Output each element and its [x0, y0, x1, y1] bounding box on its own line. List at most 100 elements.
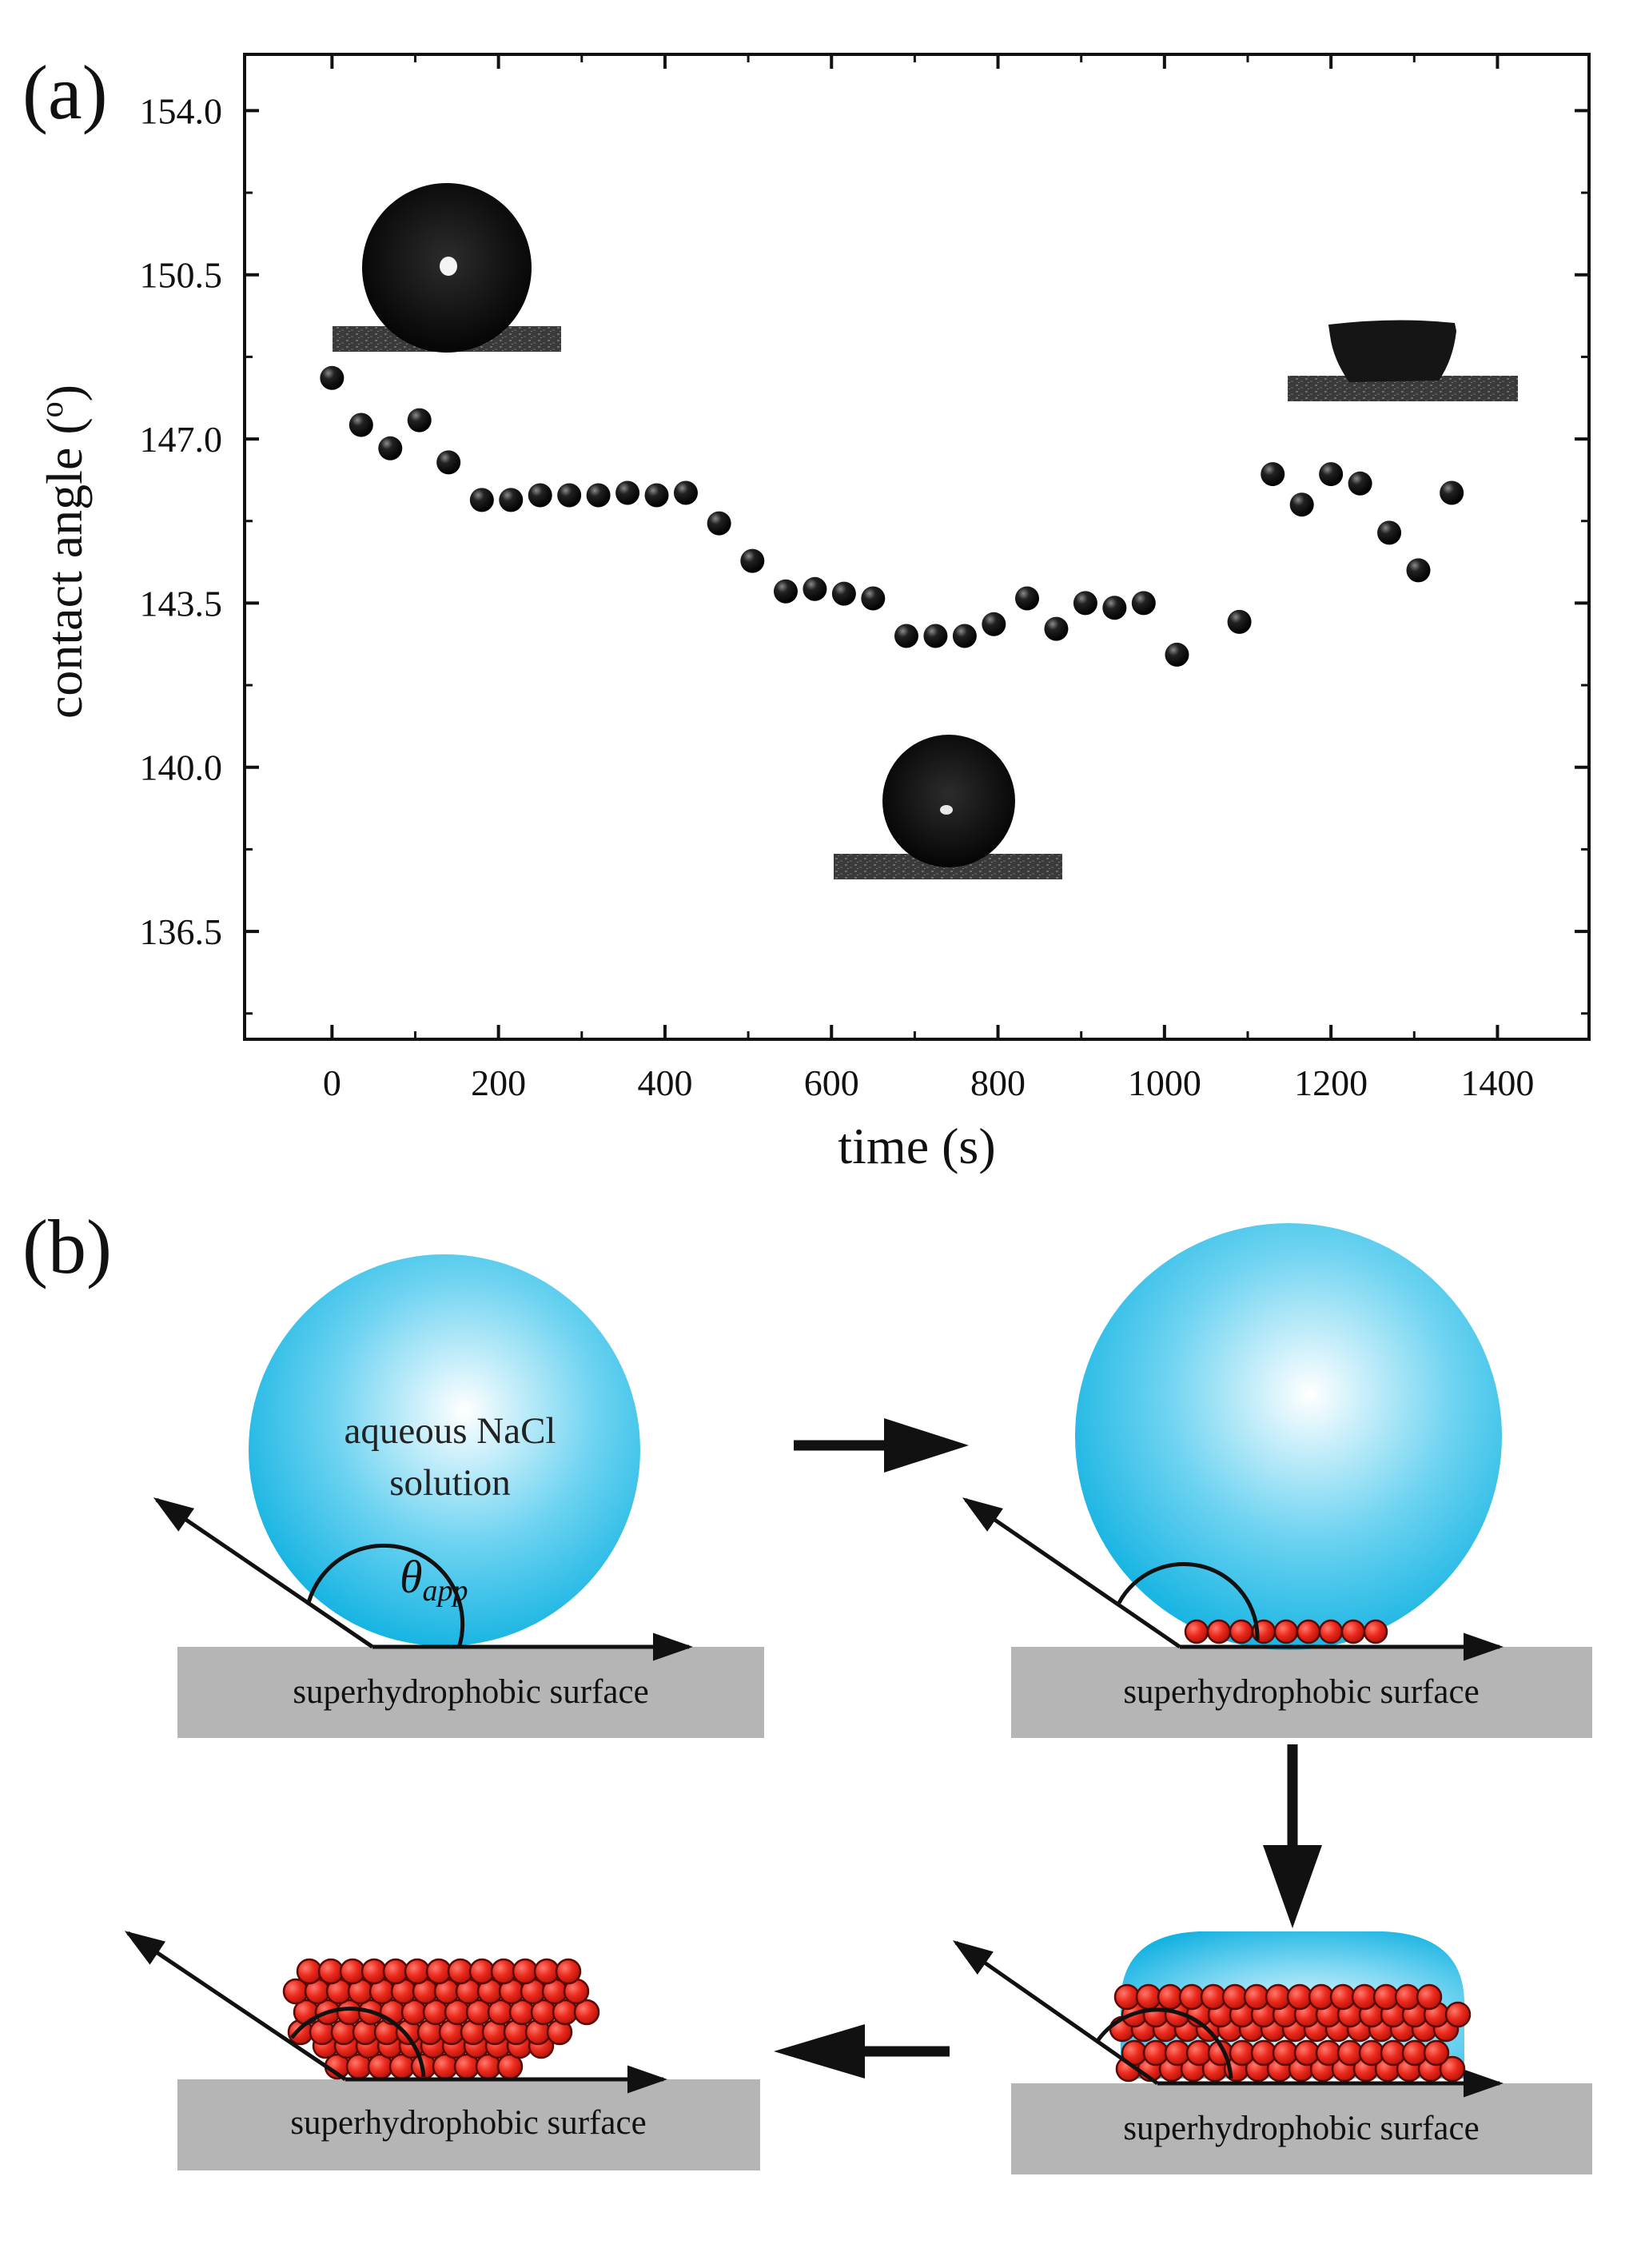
- salt-crystal: [1336, 2039, 1364, 2067]
- salt-crystal: [1113, 1983, 1141, 2011]
- y-tick-label: 154.0: [140, 90, 223, 131]
- process-arrow-down-head: [1263, 1845, 1322, 1928]
- schematic-step-3: superhydrophobic surface: [952, 1931, 1592, 2174]
- y-tick-label: 143.5: [140, 583, 223, 624]
- initial-droplet-photo: [333, 183, 561, 353]
- salt-crystal: [1229, 2039, 1256, 2067]
- salt-crystal: [425, 1958, 452, 1985]
- data-point: [982, 612, 1006, 636]
- surface-block-3: [1011, 2083, 1592, 2174]
- x-tick-label: 1000: [1128, 1062, 1201, 1103]
- salt-crystal: [533, 1958, 560, 1985]
- salt-crystal: [1293, 2039, 1320, 2067]
- salt-crystal: [1363, 1619, 1388, 1644]
- data-point: [1348, 471, 1372, 496]
- salt-crystal: [1416, 1983, 1443, 2011]
- data-point: [952, 624, 977, 648]
- data-point: [1165, 642, 1189, 667]
- final-crystal-photo: [1288, 320, 1518, 401]
- salt-crystal: [339, 1958, 366, 1985]
- drop-label-line-2: solution: [389, 1462, 510, 1504]
- data-point: [803, 576, 827, 601]
- y-axis-ticks: 136.5 140.0 143.5 147.0 150.5 154.0: [140, 90, 1589, 1015]
- y-tick-label: 150.5: [140, 255, 223, 296]
- data-point: [773, 579, 798, 604]
- salt-crystal: [1200, 1983, 1227, 2011]
- data-point: [349, 413, 373, 437]
- salt-crystal: [1157, 1983, 1184, 2011]
- data-point: [1131, 591, 1156, 616]
- contact-angle-arc-4: [290, 2007, 426, 2078]
- crystal-particles-4: [282, 1958, 600, 2080]
- data-point: [1289, 492, 1314, 517]
- salt-crystal: [573, 1999, 600, 2026]
- surface-block-2: [1011, 1647, 1592, 1738]
- process-arrow-right-head: [884, 1418, 969, 1473]
- salt-crystal: [404, 1958, 431, 1985]
- panel-a-label: (a): [22, 50, 108, 135]
- contact-angle-arc-3: [1095, 2007, 1233, 2079]
- salt-crystal: [317, 1958, 345, 1985]
- data-point: [436, 450, 461, 475]
- salt-crystal: [1229, 1619, 1254, 1644]
- schematic-step-2: superhydrophobic surface: [962, 1223, 1592, 1738]
- middle-droplet-photo: [834, 735, 1062, 879]
- salt-crystal: [360, 1958, 388, 1985]
- salt-crystal: [1444, 2001, 1472, 2028]
- data-point: [1440, 480, 1464, 505]
- data-points: [320, 365, 1464, 667]
- drop-label-line-1: aqueous NaCl: [345, 1410, 556, 1452]
- salt-crystal: [1243, 1983, 1270, 2011]
- salt-crystal: [1318, 1619, 1344, 1644]
- salt-crystal: [1340, 1619, 1366, 1644]
- salt-crystal: [1372, 1983, 1400, 2011]
- salt-crystal: [1329, 1983, 1356, 2011]
- data-point: [707, 511, 731, 536]
- salt-crystal: [1315, 2039, 1342, 2067]
- surface-label-4: superhydrophobic surface: [290, 2104, 646, 2142]
- x-axis-label: time (s): [838, 1118, 995, 1174]
- surface-label-1: superhydrophobic surface: [293, 1673, 648, 1711]
- salt-crystal: [1401, 2039, 1428, 2067]
- data-point: [557, 483, 582, 508]
- crystal-particles-3: [1109, 1983, 1472, 2083]
- salt-crystal: [1351, 1983, 1378, 2011]
- data-point: [1073, 591, 1097, 616]
- plot-frame: [243, 53, 1591, 1041]
- droplet-2: [1075, 1223, 1502, 1650]
- contact-angle-arc-1: [306, 1543, 465, 1646]
- surface-block-1: [177, 1647, 764, 1738]
- surface-block-4: [177, 2079, 760, 2170]
- salt-crystal: [555, 1958, 582, 1985]
- schematic-step-4: superhydrophobic surface: [124, 1931, 760, 2170]
- x-tick-label: 400: [637, 1062, 692, 1103]
- salt-crystal: [296, 1958, 323, 1985]
- data-point: [1261, 462, 1285, 487]
- schematic-step-1: superhydrophobic surface aqueous NaCl so…: [153, 1254, 764, 1738]
- x-tick-label: 200: [471, 1062, 526, 1103]
- data-point: [320, 365, 345, 390]
- data-point: [1377, 520, 1402, 545]
- salt-crystal: [1185, 2039, 1213, 2067]
- data-point: [528, 483, 552, 508]
- theta-app-label: θapp: [400, 1551, 468, 1608]
- salt-crystal: [1178, 1983, 1205, 2011]
- data-point: [644, 483, 669, 508]
- data-point: [586, 483, 611, 508]
- salt-crystal: [1184, 1619, 1209, 1644]
- data-point: [1102, 596, 1127, 620]
- y-tick-label: 136.5: [140, 911, 223, 952]
- salt-crystal: [1164, 2039, 1191, 2067]
- data-point: [378, 436, 403, 460]
- salt-crystal: [1221, 1983, 1249, 2011]
- salt-crystal: [1423, 2039, 1450, 2067]
- surface-label-2: superhydrophobic surface: [1123, 1673, 1479, 1711]
- salt-crystal: [512, 1958, 539, 1985]
- data-point: [1044, 616, 1069, 641]
- data-point: [1406, 558, 1431, 583]
- salt-crystal: [1273, 1619, 1299, 1644]
- data-point: [673, 480, 698, 505]
- salt-crystal: [1380, 2039, 1407, 2067]
- salt-crystal: [1439, 2055, 1466, 2083]
- tangent-arrow-angled-3: [952, 1940, 1159, 2086]
